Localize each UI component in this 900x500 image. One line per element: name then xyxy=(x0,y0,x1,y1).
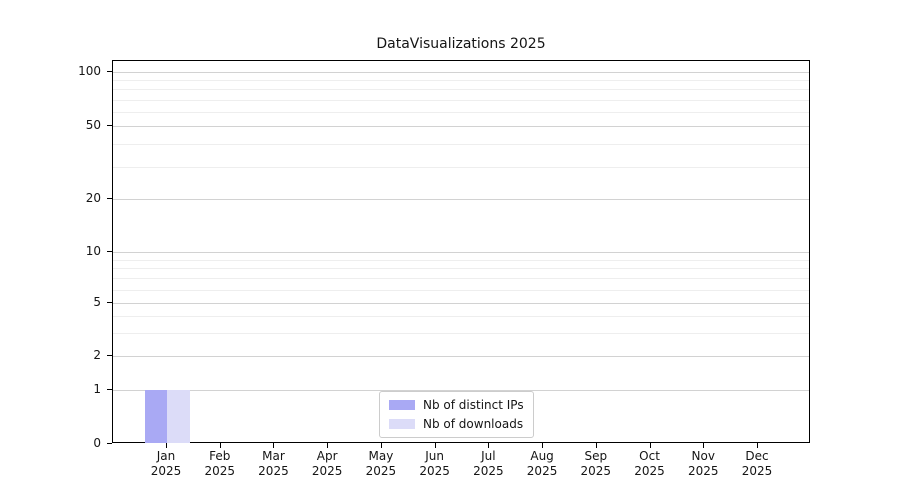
minor-gridline xyxy=(113,80,809,82)
y-tick xyxy=(107,125,112,126)
x-tick-label: Jun 2025 xyxy=(419,449,450,478)
x-tick-label: May 2025 xyxy=(365,449,397,478)
minor-gridline xyxy=(113,268,809,270)
legend: Nb of distinct IPs Nb of downloads xyxy=(379,391,534,438)
minor-gridline xyxy=(113,259,809,261)
minor-gridline xyxy=(113,289,809,291)
x-tick xyxy=(756,443,758,448)
y-tick xyxy=(107,443,112,444)
y-tick xyxy=(107,355,112,356)
x-tick xyxy=(703,443,705,448)
x-tick-label: Sep 2025 xyxy=(580,449,612,478)
y-tick-label: 0 xyxy=(93,436,101,450)
minor-gridline xyxy=(113,166,809,168)
x-tick-label: Nov 2025 xyxy=(687,449,719,478)
minor-gridline xyxy=(113,332,809,334)
x-tick-label: Oct 2025 xyxy=(634,449,665,478)
x-tick xyxy=(542,443,544,448)
x-tick xyxy=(327,443,329,448)
major-gridline xyxy=(113,72,809,73)
x-tick xyxy=(595,443,597,448)
major-gridline xyxy=(113,303,809,304)
y-tick-label: 20 xyxy=(85,191,101,205)
y-tick xyxy=(107,388,112,390)
x-tick-label: Jul 2025 xyxy=(473,449,504,478)
x-tick-label: Apr 2025 xyxy=(311,449,343,478)
x-tick-label: Dec 2025 xyxy=(741,449,773,478)
bar-nb-of-downloads-jan xyxy=(167,389,190,443)
y-tick xyxy=(107,251,112,252)
x-tick-label: Mar 2025 xyxy=(258,449,289,478)
x-tick xyxy=(219,443,221,448)
x-tick xyxy=(649,443,651,448)
x-tick-label: Jan 2025 xyxy=(150,449,182,478)
x-tick-label: Aug 2025 xyxy=(526,449,558,478)
y-tick-label: 5 xyxy=(93,295,101,309)
x-tick xyxy=(166,443,167,448)
minor-gridline xyxy=(113,315,809,317)
y-tick xyxy=(107,71,112,72)
major-gridline xyxy=(113,356,809,357)
minor-gridline xyxy=(113,89,809,91)
legend-swatch-downloads-icon xyxy=(389,419,415,429)
y-tick xyxy=(107,302,112,303)
y-tick-label: 100 xyxy=(78,64,101,78)
minor-gridline xyxy=(113,143,809,145)
major-gridline xyxy=(113,199,809,200)
bar-nb-of-distinct-ips-jan xyxy=(144,389,167,443)
minor-gridline xyxy=(113,99,809,101)
x-tick-label: Feb 2025 xyxy=(204,449,235,478)
y-tick-label: 1 xyxy=(93,381,101,396)
y-tick-label: 50 xyxy=(85,118,101,132)
legend-label-downloads: Nb of downloads xyxy=(423,417,524,431)
legend-swatch-distinct-ips-icon xyxy=(389,400,415,410)
plot-area xyxy=(112,60,810,443)
major-gridline xyxy=(113,252,809,253)
legend-item-distinct-ips: Nb of distinct IPs xyxy=(389,397,524,413)
y-tick-label: 2 xyxy=(93,348,101,362)
x-tick xyxy=(273,443,275,448)
legend-label-distinct-ips: Nb of distinct IPs xyxy=(423,398,524,412)
minor-gridline xyxy=(113,111,809,113)
x-tick xyxy=(434,443,436,448)
x-tick xyxy=(380,443,382,448)
major-gridline xyxy=(113,126,809,127)
chart-title: DataVisualizations 2025 xyxy=(376,36,546,52)
minor-gridline xyxy=(113,278,809,280)
x-tick xyxy=(488,443,490,448)
legend-item-downloads: Nb of downloads xyxy=(389,416,524,432)
major-gridline xyxy=(113,389,809,391)
y-tick xyxy=(107,198,112,199)
y-tick-label: 10 xyxy=(85,244,101,258)
